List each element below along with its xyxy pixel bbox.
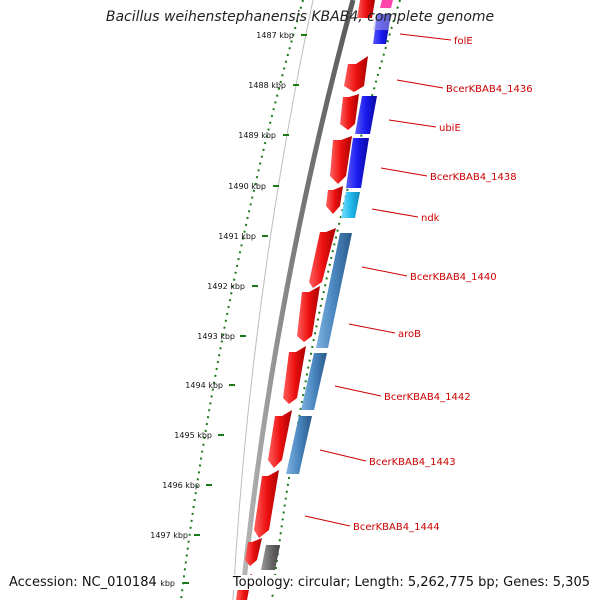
outer-ring-line [232, 0, 314, 600]
gene-label: BcerKBAB4_1443 [369, 457, 456, 468]
gene-label: BcerKBAB4_1442 [384, 392, 471, 403]
tick-label: 1495 kbp [174, 431, 212, 440]
genome-backbone [239, 0, 356, 600]
cds-track [236, 0, 375, 600]
tick-label: 1496 kbp [162, 481, 200, 490]
accession-text: Accession: NC_010184 [9, 575, 159, 590]
feature-block [346, 138, 369, 188]
cds-arrow [254, 470, 279, 538]
feature-block [316, 233, 352, 348]
tick-label: 1487 kbp [256, 31, 294, 40]
tick-label: 1497 kbp [150, 531, 188, 540]
tick-label: 1488 kbp [248, 81, 286, 90]
label-leaders [304, 33, 452, 527]
cds-arrow [340, 94, 359, 130]
feature-track-inner [261, 0, 393, 570]
feature-block [261, 545, 280, 570]
cds-arrow [326, 186, 343, 214]
tick-marks [183, 34, 307, 584]
cds-arrow [268, 410, 292, 468]
feature-block [373, 14, 392, 30]
cds-arrow [330, 136, 352, 184]
cds-arrow [283, 346, 306, 404]
gene-label: BcerKBAB4_1440 [410, 272, 497, 283]
tick-label: 1492 kbp [207, 282, 245, 291]
cds-arrow [357, 0, 375, 18]
genome-summary-text: Topology: circular; Length: 5,262,775 bp… [230, 575, 590, 590]
tick-label: 1494 kbp [185, 381, 223, 390]
map-title: Bacillus weihenstephanensis KBAB4, compl… [105, 9, 495, 25]
cds-arrow [344, 56, 368, 92]
gene-label: BcerKBAB4_1444 [353, 522, 440, 533]
feature-block [355, 96, 377, 134]
feature-block [380, 0, 393, 8]
tick-label: 1490 kbp [228, 182, 266, 191]
cds-arrow [245, 538, 262, 566]
gene-label: ubiE [439, 123, 461, 134]
tick-label: 1491 kbp [218, 232, 256, 241]
gene-label: aroB [398, 329, 421, 340]
gene-label: ndk [421, 213, 440, 224]
feature-block [341, 192, 360, 218]
tick-label: 1489 kbp [238, 131, 276, 140]
cds-arrow [309, 228, 336, 288]
tick-ring [180, 0, 304, 600]
cds-arrow [297, 286, 320, 342]
gene-label: BcerKBAB4_1438 [430, 172, 517, 183]
feature-block [286, 416, 312, 474]
feature-block [301, 353, 327, 410]
gene-label: BcerKBAB4_1436 [446, 84, 533, 95]
tick-label: 1493 kbp [197, 332, 235, 341]
gene-label: folE [454, 36, 473, 47]
